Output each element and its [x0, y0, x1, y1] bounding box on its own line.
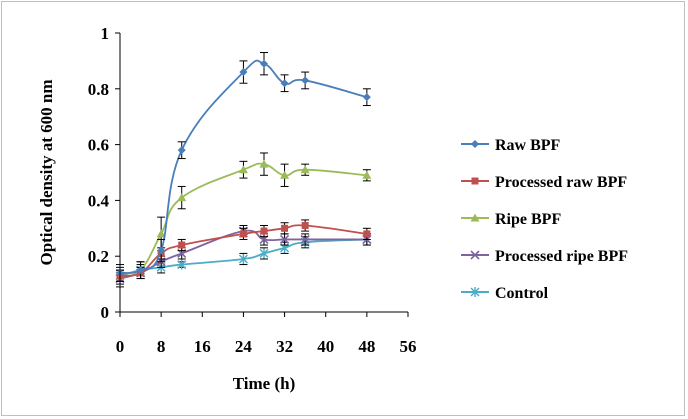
data-point [259, 248, 269, 259]
x-tick-label: 48 [358, 337, 375, 356]
series-raw-bpf [116, 52, 371, 282]
data-point [301, 222, 309, 230]
data-point [280, 234, 290, 245]
legend-marker [470, 213, 480, 222]
series-processed-raw-bpf [116, 219, 371, 282]
x-tick-label: 0 [116, 337, 125, 356]
x-tick-label: 8 [157, 337, 166, 356]
data-point [239, 68, 248, 77]
legend-item: Control [461, 285, 549, 302]
data-point [362, 170, 372, 179]
data-point [238, 253, 248, 264]
series-ripe-bpf [115, 152, 372, 285]
x-tick-label: 32 [276, 337, 293, 356]
data-point [177, 146, 186, 155]
legend-item: Processed raw BPF [461, 174, 627, 191]
data-point [156, 229, 166, 238]
x-tick-label: 24 [235, 337, 253, 356]
data-point [363, 230, 371, 238]
data-point [281, 224, 289, 232]
data-point [301, 76, 310, 85]
legend-label: Processed ripe BPF [495, 248, 628, 265]
legend-item: Ripe BPF [461, 211, 561, 228]
data-point [239, 230, 247, 238]
data-point [300, 234, 310, 245]
data-point [260, 59, 268, 68]
series-control [115, 233, 372, 282]
data-point [300, 165, 310, 174]
x-tick-label: 56 [400, 337, 417, 356]
x-tick-label: 16 [194, 337, 211, 356]
data-point [280, 79, 289, 88]
data-point [178, 241, 186, 249]
y-tick-label: 1 [101, 24, 110, 43]
legend-label: Control [495, 285, 549, 302]
data-point [259, 159, 269, 168]
legend-label: Raw BPF [495, 137, 561, 154]
legend-marker [470, 287, 480, 297]
data-point [260, 227, 268, 235]
x-axis-title: Time (h) [233, 374, 296, 393]
data-point [177, 193, 187, 202]
legend-item: Processed ripe BPF [461, 248, 628, 265]
data-point [157, 246, 166, 255]
legend-item: Raw BPF [461, 137, 561, 154]
data-point [362, 93, 371, 102]
y-tick-label: 0 [101, 303, 110, 322]
x-tick-label: 40 [317, 337, 334, 356]
plot-area [115, 52, 372, 288]
data-point [177, 259, 187, 270]
data-point [238, 165, 248, 174]
y-tick-label: 0.6 [88, 136, 109, 155]
data-point [136, 266, 145, 275]
y-tick-label: 0.4 [88, 191, 110, 210]
y-tick-label: 0.8 [88, 80, 109, 99]
legend-label: Ripe BPF [495, 211, 561, 228]
y-tick-label: 0.2 [88, 247, 109, 266]
y-axis-title: Optical density at 600 nm [37, 79, 56, 265]
axes: 0 0.2 0.4 0.6 0.8 1 0 8 16 24 32 40 48 56 Time (h) Opti… [37, 24, 417, 393]
data-point [280, 170, 290, 179]
legend: Raw BPF Processed raw BPF Ripe BPF Processe… [461, 137, 628, 302]
legend-marker [470, 250, 480, 260]
legend-marker [471, 177, 479, 185]
legend-label: Processed raw BPF [495, 174, 627, 191]
legend-marker [471, 140, 479, 148]
series-line [119, 59, 368, 274]
